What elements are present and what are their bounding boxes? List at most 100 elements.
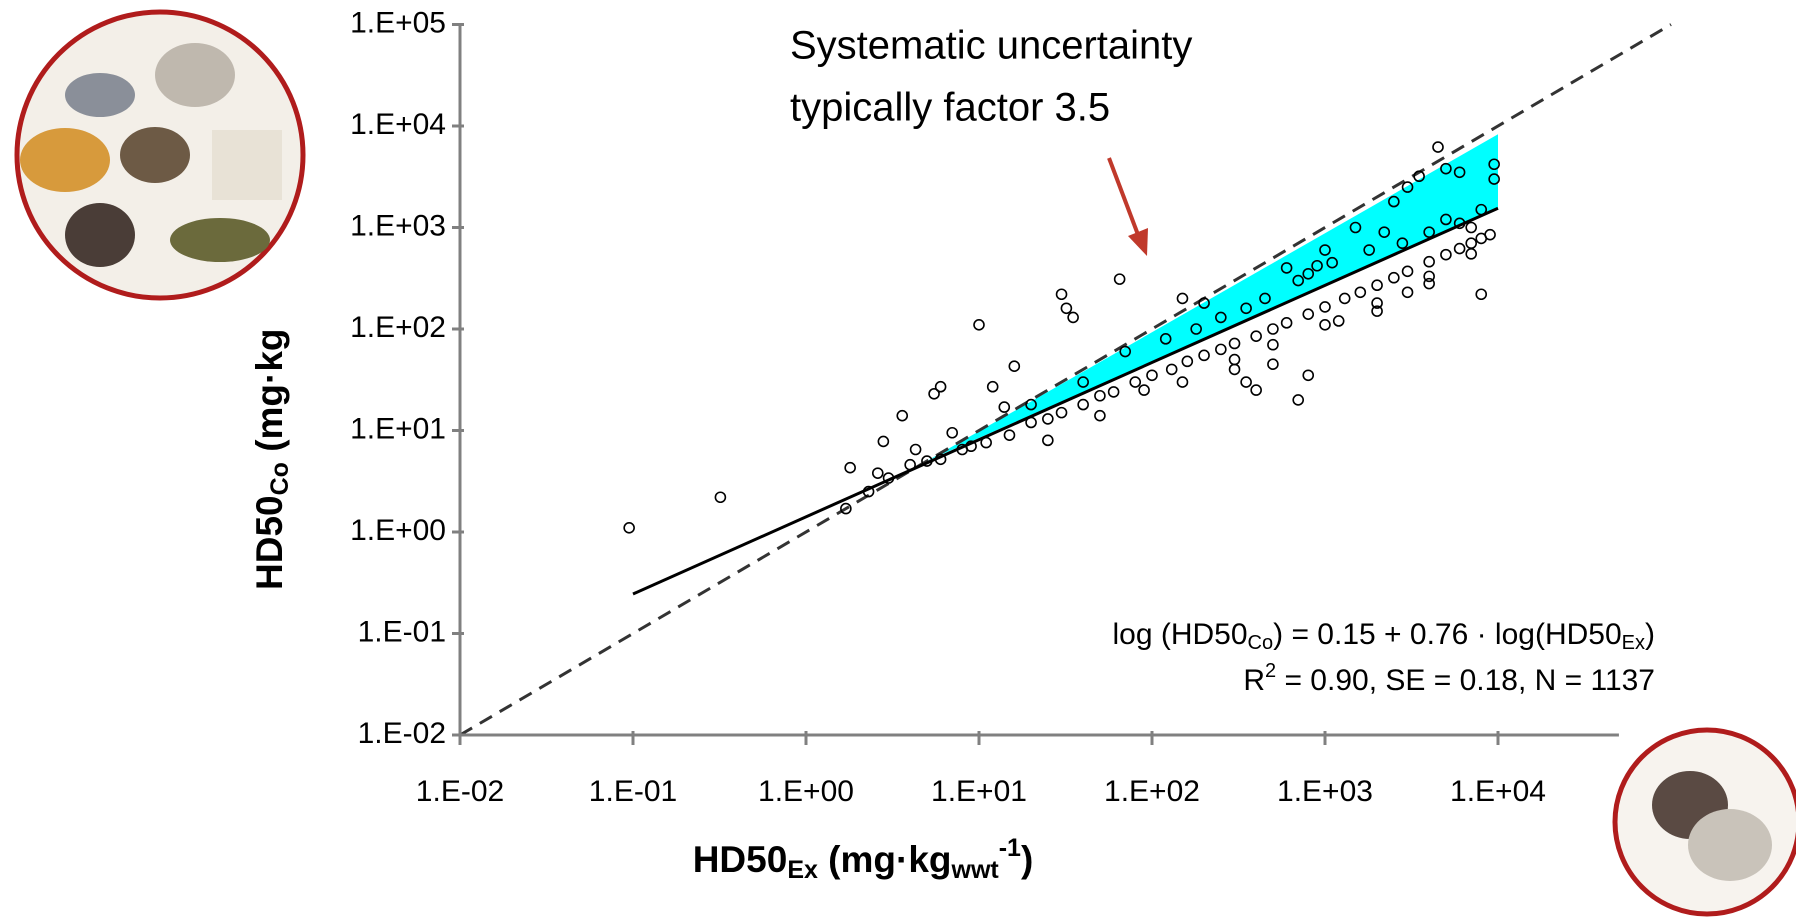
data-point [896, 409, 909, 422]
data-point [904, 458, 916, 471]
data-point [1349, 221, 1362, 234]
rat [65, 203, 135, 267]
data-point [928, 387, 940, 400]
equation-part: Ex [1622, 632, 1645, 654]
x-tick-label: 1.E-02 [416, 775, 504, 808]
data-point [1190, 323, 1202, 335]
data-point [714, 491, 727, 504]
regression-line [632, 206, 1499, 596]
data-point [1371, 305, 1383, 317]
data-point [1371, 297, 1383, 309]
data-point [1475, 203, 1488, 216]
statistics: R2 = 0.90, SE = 0.18, N = 1137 [1243, 660, 1655, 697]
label-part: Co [266, 462, 294, 495]
data-point [1067, 311, 1079, 324]
data-point [1042, 413, 1054, 425]
x-tick-label: 1.E-01 [589, 775, 677, 808]
data-point [840, 502, 852, 515]
data-point [965, 440, 977, 453]
data-point [862, 485, 875, 498]
y-tick-label: 1.E-01 [358, 615, 446, 648]
label-part: HD50 [249, 495, 290, 590]
data-point [1440, 162, 1452, 175]
data-point [1042, 434, 1054, 447]
data-point [844, 461, 856, 474]
data-point [877, 435, 890, 448]
duck [170, 218, 270, 262]
stats-part: 2 [1265, 660, 1276, 682]
plot-area: 1.E-02 1.E-01 1.E+00 1.E+01 1.E+02 1.E+03 1.E+… [350, 6, 1672, 808]
equation-part: ) = 0.15 + 0.76 · log(HD50 [1273, 618, 1622, 651]
data-point [1165, 363, 1178, 376]
osprey [120, 127, 190, 183]
label-part: (mg·kg [818, 839, 952, 880]
data-point [1432, 141, 1444, 153]
label-part: Ex [787, 856, 818, 884]
y-tick-label: 1.E+00 [350, 514, 446, 547]
data-point [1465, 221, 1478, 234]
data-point [1176, 376, 1189, 388]
equation-part: ) [1645, 618, 1655, 651]
data-point [623, 521, 635, 534]
data-point [1371, 279, 1383, 292]
data-point [1475, 288, 1488, 301]
y-tick-label: 1.E+02 [350, 311, 446, 344]
data-point [1060, 302, 1073, 315]
data-point [998, 401, 1011, 413]
data-point [1338, 292, 1351, 305]
data-point [946, 426, 959, 439]
data-point [1267, 323, 1279, 335]
data-point [934, 453, 947, 466]
data-point [1401, 265, 1414, 278]
data-point [1250, 384, 1262, 396]
stats-part: R [1243, 664, 1265, 697]
data-point [1484, 228, 1496, 241]
x-tick-label: 1.E+00 [758, 775, 854, 808]
mouse [1688, 809, 1772, 881]
data-point [882, 472, 895, 484]
data-point [1055, 288, 1068, 301]
equation: log (HD50Co) = 0.15 + 0.76 · log(HD50Ex) [1112, 618, 1655, 654]
data-point [1181, 355, 1194, 368]
data-point [1319, 301, 1331, 313]
data-point [1423, 226, 1435, 238]
stats-part: = 0.90, SE = 0.18, N = 1137 [1276, 664, 1655, 697]
x-tick-label: 1.E+02 [1104, 775, 1200, 808]
data-point [1094, 409, 1106, 422]
data-point [1465, 237, 1478, 250]
data-point [986, 380, 999, 393]
identity-line [459, 23, 1672, 737]
data-point [1453, 242, 1466, 255]
data-point [1388, 195, 1400, 208]
x-tick-label: 1.E+03 [1277, 775, 1373, 808]
data-point [1311, 259, 1323, 272]
arrow [1107, 157, 1142, 241]
label-part: HD50 [693, 839, 788, 880]
y-tick-label: 1.E+04 [350, 108, 446, 141]
data-point [1077, 376, 1089, 388]
data-point [1259, 292, 1271, 305]
data-point [1423, 255, 1435, 268]
data-point [1363, 244, 1375, 256]
data-point [1354, 286, 1367, 299]
data-point [921, 455, 933, 467]
data-point [973, 318, 985, 331]
data-point [1423, 277, 1435, 290]
data-point [1113, 273, 1126, 285]
data-point [1198, 297, 1210, 309]
data-point [1025, 398, 1037, 411]
data-point [980, 436, 992, 449]
data-point [1378, 226, 1391, 238]
data-point [1107, 386, 1120, 398]
data-point [1119, 345, 1132, 358]
data-point [1159, 333, 1172, 345]
uncertainty-band [926, 134, 1498, 462]
photo-collage [14, 9, 1796, 917]
data-point [871, 467, 884, 479]
data-point [1215, 343, 1227, 356]
y-tick-label: 1.E-02 [358, 717, 446, 750]
data-point [1077, 398, 1089, 411]
data-point [1250, 330, 1262, 342]
data-point [909, 443, 922, 456]
